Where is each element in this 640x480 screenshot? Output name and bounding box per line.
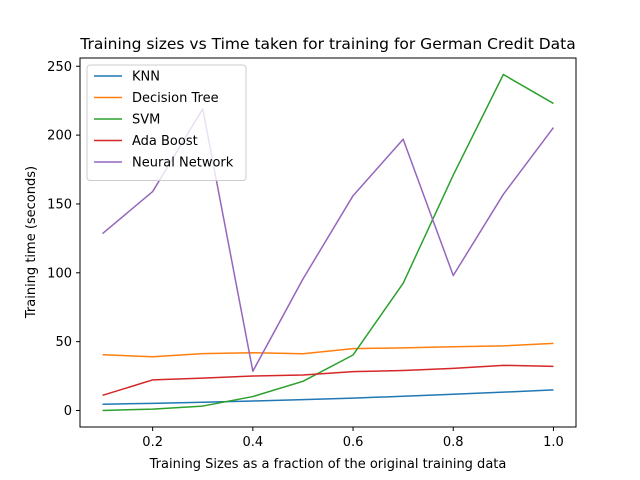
- legend-label-ada-boost: Ada Boost: [132, 134, 198, 149]
- x-tick-label: 0.4: [243, 435, 264, 450]
- y-tick-label: 100: [47, 266, 72, 281]
- y-tick-label: 50: [55, 335, 72, 350]
- y-axis-ticks: 0 50 100 150 200 250: [47, 60, 80, 419]
- y-tick-label: 150: [47, 197, 72, 212]
- x-tick-label: 0.2: [142, 435, 163, 450]
- x-tick-label: 0.6: [343, 435, 364, 450]
- legend-label-decision-tree: Decision Tree: [132, 91, 219, 106]
- series-line-knn: [102, 389, 554, 406]
- series-line-svm: [102, 73, 554, 412]
- x-axis-label: Training Sizes as a fraction of the orig…: [149, 457, 507, 472]
- x-tick-label: 1.0: [543, 435, 564, 450]
- legend-label-knn: KNN: [132, 70, 160, 85]
- legend-label-neural-network: Neural Network: [132, 156, 234, 171]
- y-tick-label: 0: [64, 404, 72, 419]
- legend-box: [86, 64, 247, 181]
- x-tick-label: 0.8: [443, 435, 464, 450]
- y-tick-label: 250: [47, 60, 72, 75]
- y-tick-label: 200: [47, 129, 72, 144]
- x-axis-ticks: 0.2 0.4 0.6 0.8 1.0: [142, 427, 564, 450]
- series-line-decision-tree: [102, 342, 554, 358]
- plot-frame: [79, 57, 577, 428]
- legend-label-svm: SVM: [132, 113, 160, 128]
- legend: KNN Decision Tree SVM Ada Boost Neural Netwo…: [86, 64, 247, 181]
- chart-title: Training sizes vs Time taken for trainin…: [79, 35, 575, 53]
- series-line-ada-boost: [102, 364, 554, 397]
- y-axis-label: Training time (seconds): [24, 166, 39, 319]
